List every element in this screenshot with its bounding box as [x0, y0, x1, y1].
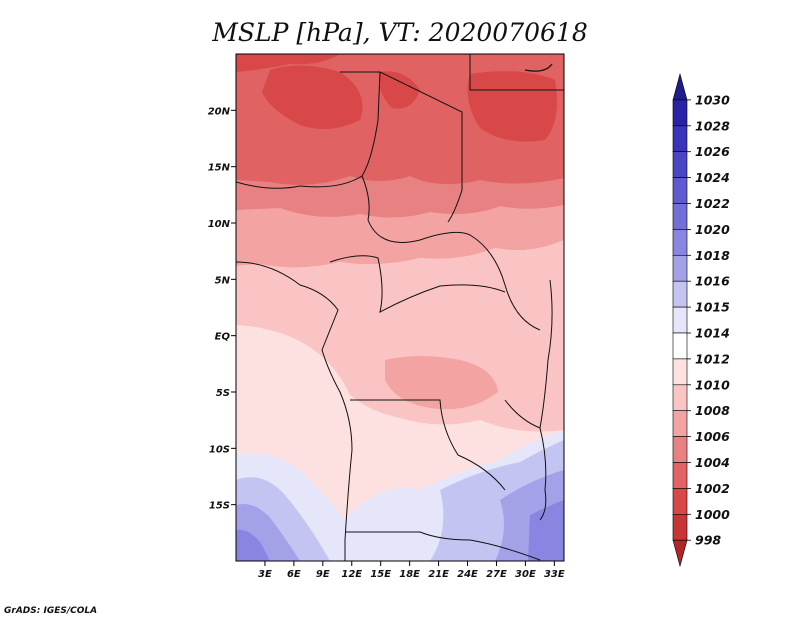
colorbar-label: 1006	[695, 429, 730, 444]
y-tick-label: 20N	[208, 106, 231, 117]
x-tick-label: 6E	[287, 569, 301, 580]
chart-title: MSLP [hPa], VT: 2020070618	[211, 18, 587, 47]
y-axis: 20N 15N 10N 5N EQ 5S 10S 15S	[208, 106, 236, 512]
colorbar-label: 1004	[695, 455, 730, 470]
colorbar-label: 1002	[695, 481, 730, 496]
colorbar: 1030 1028 1026 1024 1022 1020 1018 1016 1015 1014…	[672, 72, 730, 568]
colorbar-label: 1015	[695, 300, 730, 315]
y-tick-label: 5S	[216, 388, 230, 399]
colorbar-swatch	[672, 332, 688, 360]
x-tick-label: 15E	[370, 569, 391, 580]
colorbar-swatch	[672, 203, 688, 230]
x-tick-label: 24E	[457, 569, 478, 580]
x-tick-label: 30E	[515, 569, 536, 580]
colorbar-swatch	[672, 255, 688, 282]
colorbar-label: 1024	[695, 170, 730, 185]
y-tick-label: 10S	[209, 444, 230, 455]
footer-credit: GrADS: IGES/COLA	[4, 606, 97, 616]
x-axis: 3E 6E 9E 12E 15E 18E 21E 24E 27E 30E 33E	[258, 561, 565, 580]
colorbar-swatch	[672, 488, 688, 515]
colorbar-label: 1018	[695, 248, 730, 263]
colorbar-label: 1030	[695, 92, 730, 107]
x-tick-label: 18E	[399, 569, 420, 580]
colorbar-swatch	[672, 99, 688, 127]
colorbar-label: 998	[695, 533, 721, 548]
colorbar-label: 1016	[695, 274, 730, 289]
colorbar-label: 1012	[695, 351, 730, 366]
colorbar-swatch	[672, 462, 688, 489]
colorbar-swatch	[672, 539, 688, 568]
x-tick-label: 9E	[316, 569, 330, 580]
x-tick-label: 27E	[486, 569, 507, 580]
colorbar-swatch	[672, 436, 688, 463]
y-tick-label: 5N	[215, 275, 231, 286]
y-tick-label: EQ	[215, 332, 231, 343]
x-tick-label: 12E	[341, 569, 362, 580]
x-tick-label: 3E	[258, 569, 272, 580]
pressure-field	[236, 54, 564, 561]
colorbar-label: 1000	[695, 507, 730, 522]
colorbar-label: 1028	[695, 118, 730, 133]
colorbar-swatch	[672, 72, 688, 101]
colorbar-label: 1014	[695, 326, 730, 341]
y-tick-label: 10N	[208, 219, 231, 230]
plot-frame	[235, 53, 565, 562]
colorbar-label: 1008	[695, 403, 730, 418]
colorbar-swatch	[672, 280, 688, 308]
colorbar-swatch	[672, 177, 688, 204]
colorbar-label: 1022	[695, 196, 730, 211]
colorbar-swatch	[672, 513, 688, 541]
colorbar-swatch	[672, 151, 688, 178]
y-tick-label: 15S	[209, 501, 230, 512]
colorbar-swatch	[672, 125, 688, 153]
y-tick-label: 15N	[208, 163, 231, 174]
colorbar-swatch	[672, 306, 688, 334]
colorbar-swatch	[672, 229, 688, 256]
colorbar-swatch	[672, 384, 688, 411]
x-tick-label: 33E	[544, 569, 565, 580]
x-tick-label: 21E	[428, 569, 449, 580]
colorbar-label: 1020	[695, 222, 730, 237]
colorbar-label: 1010	[695, 377, 730, 392]
colorbar-swatch	[672, 410, 688, 437]
colorbar-swatch	[672, 358, 688, 386]
colorbar-label: 1026	[695, 144, 730, 159]
